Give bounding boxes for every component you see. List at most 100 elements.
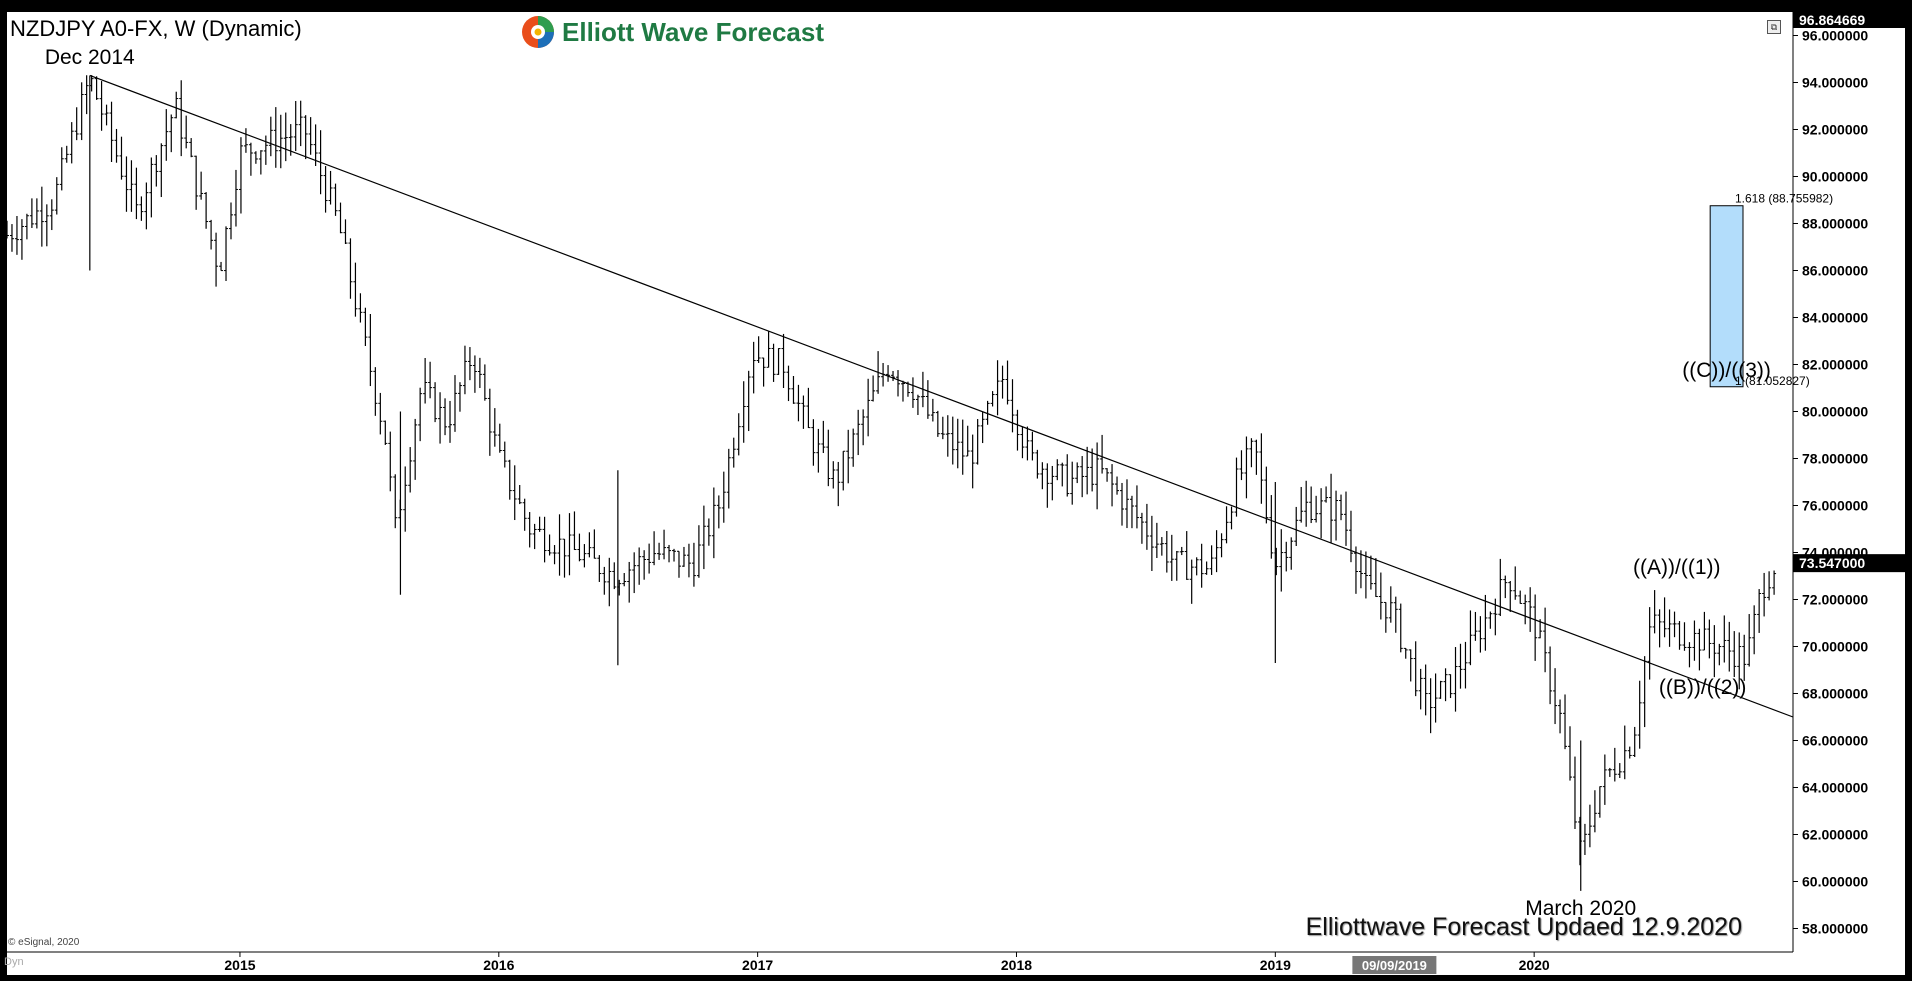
weekly-bar xyxy=(960,419,965,475)
weekly-bar xyxy=(731,437,736,468)
weekly-bar xyxy=(1652,590,1657,634)
weekly-bar xyxy=(328,170,333,205)
weekly-bar xyxy=(54,177,59,215)
price-tick-label: 92.000000 xyxy=(1802,122,1868,138)
weekly-bar xyxy=(761,357,766,387)
weekly-bar xyxy=(114,128,119,163)
weekly-bar xyxy=(696,525,701,578)
weekly-bar xyxy=(1632,726,1637,758)
weekly-bar xyxy=(333,183,338,216)
descending-trendline xyxy=(89,74,1794,718)
weekly-bar xyxy=(1339,494,1344,521)
weekly-bar xyxy=(368,313,373,387)
weekly-bar xyxy=(1423,664,1428,716)
weekly-bar xyxy=(637,547,642,585)
weekly-bar xyxy=(1344,491,1349,546)
weekly-bar xyxy=(1558,699,1563,734)
weekly-bar xyxy=(134,167,139,220)
weekly-bar xyxy=(577,533,582,562)
weekly-bar xyxy=(791,376,796,404)
weekly-bar xyxy=(1533,594,1538,661)
weekly-bar xyxy=(1707,619,1712,659)
time-axis[interactable]: 2015 2016 2017 2018 2019 2020 09/09/2019 xyxy=(224,952,1550,974)
weekly-bar xyxy=(1214,530,1219,573)
weekly-bar xyxy=(587,532,592,558)
weekly-bar xyxy=(1100,434,1105,474)
weekly-bar xyxy=(542,516,547,563)
weekly-bar xyxy=(174,91,179,119)
weekly-bar xyxy=(29,198,34,228)
weekly-bar xyxy=(1035,449,1040,479)
window-restore-button[interactable]: ⧉ xyxy=(1767,20,1781,34)
weekly-bar xyxy=(1169,534,1174,581)
weekly-bar xyxy=(199,171,204,200)
weekly-bar xyxy=(1264,466,1269,524)
weekly-bar xyxy=(418,387,423,442)
weekly-bar xyxy=(94,76,99,100)
weekly-bar xyxy=(1194,557,1199,576)
weekly-bar xyxy=(1602,754,1607,805)
weekly-bar xyxy=(1443,668,1448,702)
cursor-date-label: 09/09/2019 xyxy=(1362,958,1427,973)
weekly-bar xyxy=(781,333,786,389)
weekly-bar xyxy=(59,147,64,191)
weekly-bar xyxy=(1329,473,1334,543)
time-tick-label: 2019 xyxy=(1260,957,1291,973)
weekly-bar xyxy=(1702,611,1707,651)
weekly-bar xyxy=(627,561,632,603)
weekly-bar xyxy=(1120,482,1125,526)
weekly-bar xyxy=(1144,503,1149,550)
weekly-bar xyxy=(1005,360,1010,405)
time-axis-background xyxy=(7,952,1905,975)
weekly-bar xyxy=(64,145,69,163)
weekly-bar xyxy=(1687,642,1692,668)
weekly-bar xyxy=(19,219,24,260)
weekly-bar xyxy=(338,202,343,234)
weekly-bar xyxy=(1528,587,1533,632)
time-tick-label: 2015 xyxy=(224,957,255,973)
weekly-bar xyxy=(1348,510,1353,563)
weekly-bar xyxy=(766,331,771,368)
weekly-bar xyxy=(1413,641,1418,697)
weekly-bar xyxy=(1582,823,1587,855)
weekly-bar xyxy=(831,461,836,489)
weekly-bar xyxy=(243,128,248,153)
weekly-bar xyxy=(433,382,438,423)
weekly-bar xyxy=(179,80,184,157)
weekly-bar xyxy=(915,394,920,416)
weekly-bar xyxy=(1045,463,1050,508)
weekly-bar xyxy=(1398,603,1403,653)
weekly-bar xyxy=(323,166,328,213)
weekly-bar xyxy=(393,474,398,529)
mode-label[interactable]: Dyn xyxy=(4,956,24,968)
weekly-bar xyxy=(1154,522,1159,558)
weekly-bar xyxy=(1737,632,1742,690)
weekly-bar xyxy=(1080,456,1085,498)
weekly-bar xyxy=(751,341,756,394)
weekly-bar xyxy=(308,117,313,155)
weekly-bar xyxy=(14,215,19,255)
weekly-bar xyxy=(980,412,985,444)
price-axis[interactable]: 58.000000 60.000000 62.000000 64.000000 66.0… xyxy=(1793,28,1868,937)
brand-logo: Elliott Wave Forecast xyxy=(520,14,824,50)
weekly-bar xyxy=(1085,446,1090,495)
weekly-bar xyxy=(1105,468,1110,482)
weekly-bar xyxy=(756,336,761,363)
weekly-bar xyxy=(975,419,980,465)
weekly-bar xyxy=(657,542,662,560)
weekly-bar xyxy=(214,232,219,287)
weekly-bar xyxy=(1115,476,1120,495)
wave-label: Dec 2014 xyxy=(44,45,135,69)
weekly-bar xyxy=(343,219,348,244)
weekly-bar xyxy=(1015,409,1020,451)
weekly-bar xyxy=(1209,545,1214,575)
weekly-bar xyxy=(676,550,681,578)
weekly-bar xyxy=(871,375,876,402)
weekly-bar xyxy=(1239,450,1244,481)
weekly-bar xyxy=(1523,594,1528,625)
weekly-bar xyxy=(467,347,472,381)
weekly-bar xyxy=(487,388,492,456)
weekly-bar xyxy=(1299,486,1304,523)
weekly-bar xyxy=(647,543,652,574)
